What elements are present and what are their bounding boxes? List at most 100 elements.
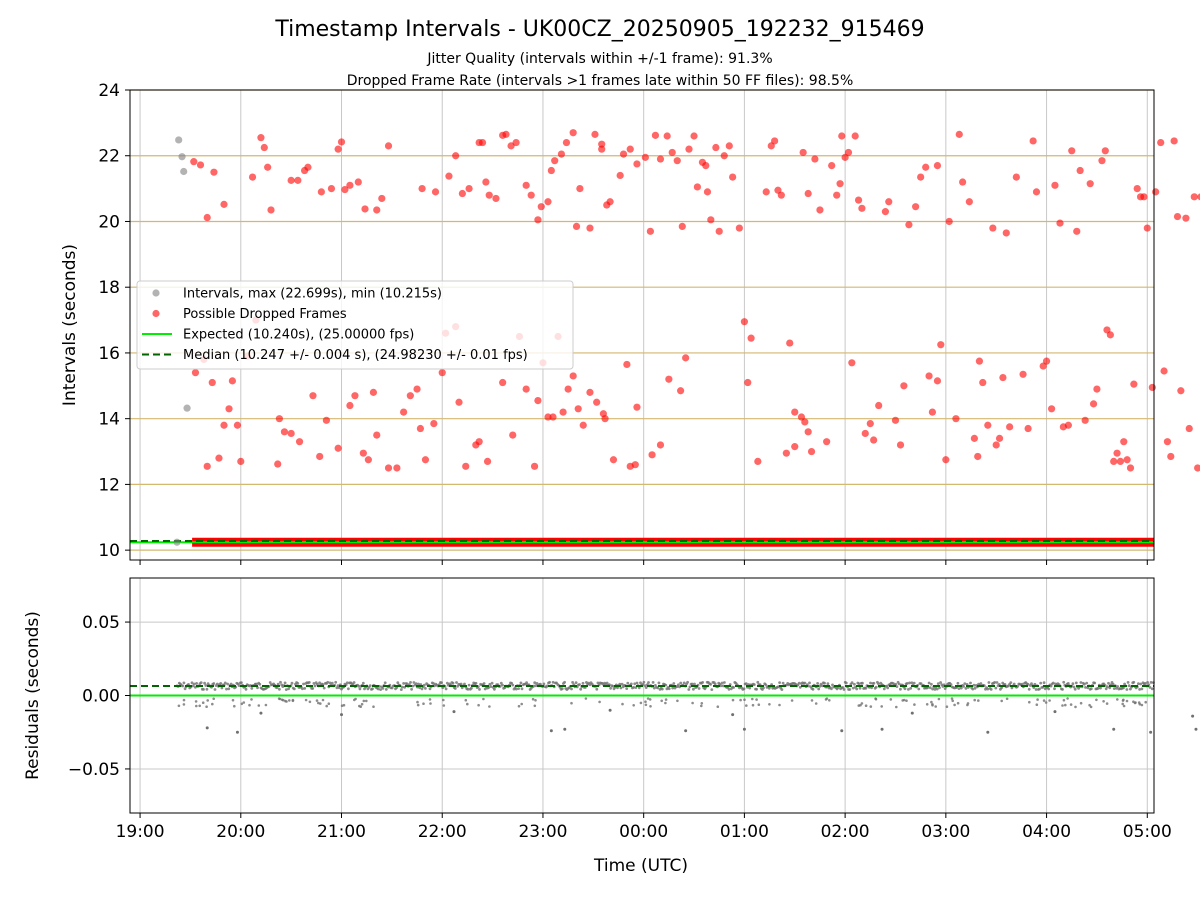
dropped-point-196: [905, 221, 913, 229]
residual-scatter-99: [621, 702, 624, 706]
residual-point-615: [882, 687, 886, 691]
residual-point-234: [444, 687, 448, 691]
dropped-point-73: [482, 178, 490, 186]
residual-point-468: [713, 682, 717, 686]
residual-point-685: [963, 682, 967, 685]
residual-point-550: [808, 681, 811, 685]
dropped-point-97: [557, 150, 566, 158]
residual-point-814: [1111, 682, 1115, 686]
dropped-point-36: [334, 145, 342, 153]
dropped-point-183: [848, 359, 856, 367]
residual-point-105: [296, 682, 300, 685]
residual-point-220: [428, 687, 432, 691]
residual-scatter-100: [934, 705, 937, 708]
bottom-ytick-label-1: 0.00: [82, 687, 120, 707]
dropped-point-52: [384, 464, 393, 472]
residual-point-90: [279, 680, 282, 684]
legend-marker-1: [152, 309, 160, 318]
residual-point-527: [781, 681, 785, 685]
dropped-point-75: [492, 194, 500, 203]
residual-point-313: [535, 682, 539, 685]
dropped-point-84: [509, 431, 517, 439]
residual-point-699: [979, 682, 983, 685]
residual-scatter-78: [639, 701, 643, 705]
residual-scatter-84: [664, 701, 667, 705]
dropped-point-213: [979, 378, 987, 387]
residual-point-283: [501, 683, 504, 687]
residual-point-419: [657, 681, 661, 685]
residual-scatter-148: [973, 698, 976, 702]
residual-point-256: [470, 686, 473, 690]
residual-point-428: [667, 687, 671, 691]
legend-label-2: Expected (10.240s), (25.00000 fps): [183, 328, 414, 343]
residuals-y-axis-label: Residuals (seconds): [23, 611, 43, 780]
legend-label-0: Intervals, max (22.699s), min (10.215s): [183, 287, 442, 302]
dropped-point-69: [462, 462, 470, 470]
dropped-point-242: [1101, 147, 1109, 155]
residual-point-637: [908, 681, 911, 685]
dropped-point-248: [1120, 438, 1128, 446]
residual-point-708: [989, 688, 993, 691]
dropped-point-54: [400, 408, 408, 416]
dropped-point-13: [203, 462, 211, 470]
dropped-point-74: [485, 191, 493, 199]
interval-point-0: [175, 136, 183, 144]
dropped-point-204: [952, 415, 960, 423]
residual-scatter-156: [1066, 697, 1069, 700]
residual-outlier-17: [1053, 710, 1057, 714]
residual-scatter-73: [810, 699, 814, 702]
residual-point-353: [581, 681, 585, 685]
residual-scatter-139: [1122, 698, 1125, 702]
residual-scatter-32: [182, 703, 186, 706]
residual-point-842: [1143, 682, 1147, 685]
residual-point-179: [381, 687, 385, 690]
residual-point-47: [229, 682, 233, 686]
residual-point-395: [629, 682, 633, 686]
residual-point-335: [560, 687, 564, 691]
dropped-point-153: [729, 173, 737, 181]
dropped-point-55: [406, 392, 414, 400]
residual-point-406: [642, 680, 646, 684]
dropped-point-259: [1160, 367, 1168, 375]
dropped-point-230: [1051, 181, 1059, 189]
residual-point-524: [778, 681, 781, 684]
residual-point-450: [693, 682, 696, 686]
legend-label-1: Possible Dropped Frames: [183, 307, 347, 322]
dropped-point-225: [1029, 137, 1037, 145]
residual-scatter-94: [644, 703, 648, 707]
x-tick-label-2: 21:00: [317, 822, 366, 842]
residual-scatter-68: [691, 701, 694, 705]
residual-point-170: [371, 687, 374, 691]
residual-point-569: [830, 687, 833, 691]
residual-point-5: [181, 684, 185, 688]
dropped-point-157: [747, 334, 755, 342]
residual-point-45: [227, 687, 231, 691]
residual-point-475: [721, 684, 725, 688]
residual-outlier-12: [259, 711, 263, 715]
dropped-point-215: [975, 357, 984, 365]
residual-point-754: [1042, 681, 1046, 685]
dropped-point-262: [1170, 137, 1178, 145]
interval-point-3: [183, 404, 191, 412]
dropped-point-125: [631, 461, 639, 469]
residual-scatter-55: [646, 697, 650, 700]
residual-point-115: [307, 681, 311, 684]
residual-point-809: [1106, 685, 1109, 689]
residual-point-26: [205, 687, 209, 691]
dropped-point-34: [322, 416, 331, 424]
residual-point-473: [719, 684, 723, 688]
dropped-point-197: [912, 203, 920, 211]
residual-point-23: [202, 688, 205, 691]
dropped-point-26: [294, 176, 302, 184]
dropped-point-172: [801, 418, 809, 426]
dropped-point-25: [287, 176, 295, 184]
top-ytick-label-2: 14: [98, 410, 120, 430]
residual-scatter-48: [951, 699, 954, 703]
dropped-point-188: [866, 420, 874, 428]
residual-scatter-26: [242, 701, 246, 704]
residual-outlier-14: [452, 710, 456, 714]
dropped-point-202: [937, 341, 945, 349]
dropped-point-155: [740, 318, 749, 326]
dropped-point-158: [754, 457, 762, 465]
residual-point-686: [964, 687, 968, 690]
